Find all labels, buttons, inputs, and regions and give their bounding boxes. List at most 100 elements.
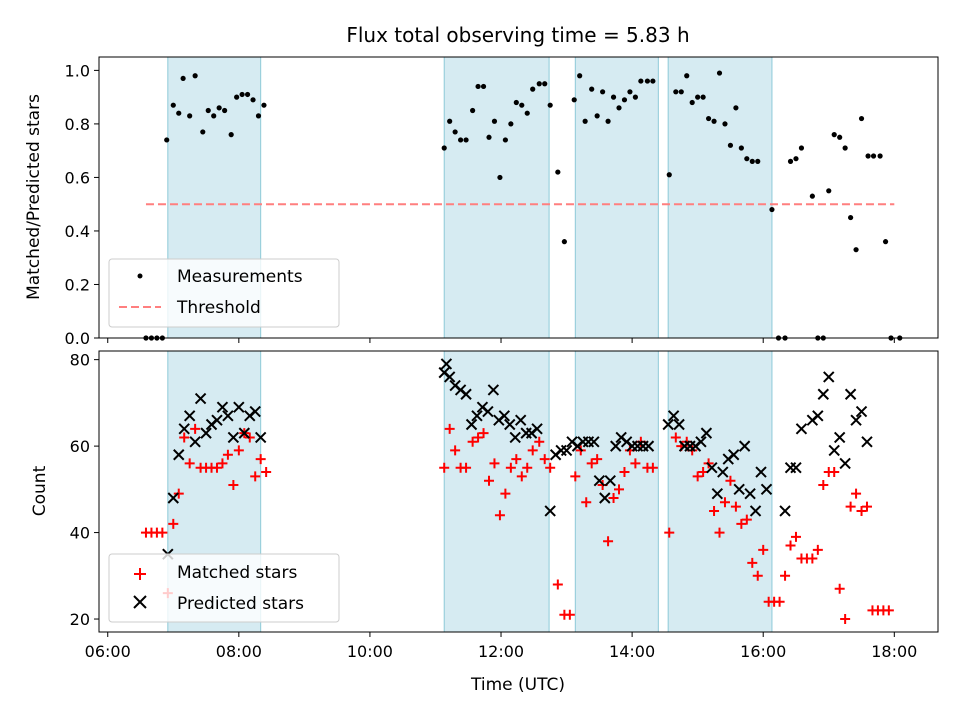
predicted-star-point: [509, 431, 521, 444]
legend-marker-matched-stars: [134, 568, 146, 580]
matched-star-point: [261, 467, 272, 478]
matched-star-point: [840, 614, 851, 625]
legend-label-matched-stars: Matched stars: [177, 563, 297, 583]
measurement-point: [216, 105, 222, 111]
measurement-point: [769, 206, 775, 213]
matched-star-point: [714, 527, 725, 538]
matched-star-point: [494, 510, 505, 521]
measurement-point: [519, 102, 525, 108]
shaded-interval: [443, 56, 550, 339]
measurement-point: [244, 91, 251, 98]
measurement-point: [261, 102, 267, 108]
matched-star-point: [581, 497, 592, 508]
top-panel-legend: Measurements Threshold: [108, 258, 340, 328]
x-tick-label: 18:00: [871, 642, 917, 661]
top-panel-data: [143, 70, 903, 341]
top-panel-y-axis: 0.0 0.2 0.4 0.6 0.8 1.0: [65, 61, 99, 348]
measurement-point: [605, 118, 611, 124]
predicted-star-point: [700, 427, 713, 439]
matched-star-point: [534, 436, 545, 447]
measurement-point: [486, 134, 492, 140]
matched-star-point: [856, 505, 867, 516]
measurement-point: [502, 137, 508, 143]
predicted-star-point: [471, 410, 483, 422]
predicted-star-point: [733, 483, 745, 496]
measurement-point: [192, 73, 198, 79]
measurement-point: [858, 115, 865, 122]
matched-star-point: [461, 462, 472, 473]
predicted-star-point: [200, 427, 212, 439]
matched-star-point: [719, 497, 730, 508]
measurement-point: [589, 86, 595, 92]
predicted-star-point: [662, 418, 674, 431]
matched-star-point: [505, 462, 516, 473]
predicted-star-point: [194, 392, 207, 405]
matched-star-point: [516, 471, 527, 482]
predicted-star-point: [249, 405, 261, 418]
matched-star-point: [179, 432, 190, 443]
matched-star-point: [603, 536, 614, 547]
measurement-point: [239, 91, 245, 98]
measurement-point: [187, 113, 193, 119]
measurement-point: [638, 78, 644, 84]
measurement-point: [848, 214, 854, 221]
matched-star-point: [489, 458, 500, 469]
measurement-point: [644, 78, 651, 84]
measurement-point: [463, 137, 469, 143]
matched-star-point: [586, 458, 597, 469]
top-panel-x-ticks: [107, 338, 895, 343]
measurement-point: [491, 118, 498, 124]
measurement-point: [205, 107, 211, 114]
shaded-interval: [574, 56, 659, 339]
chart-title: Flux total observing time = 5.83 h: [346, 23, 689, 47]
y-tick-label: 0.8: [65, 115, 90, 134]
matched-star-point: [467, 436, 478, 447]
top-panel-shaded-intervals: [167, 56, 773, 339]
measurement-point: [755, 158, 761, 164]
y-tick-label: 20: [70, 610, 90, 629]
shaded-interval: [574, 350, 659, 633]
y-tick-label: 0.4: [65, 222, 90, 241]
predicted-star-point: [755, 466, 767, 478]
measurement-point: [684, 73, 690, 79]
legend-box: [108, 553, 340, 623]
matched-star-point: [774, 596, 785, 607]
matched-star-point: [592, 454, 603, 465]
matched-star-point: [539, 454, 550, 465]
matched-star-point: [608, 492, 619, 503]
matched-star-point: [184, 458, 195, 469]
x-tick-label: 10:00: [347, 642, 393, 661]
measurement-point: [480, 83, 487, 90]
measurement-point: [787, 158, 794, 164]
legend-marker-measurements: [137, 273, 143, 279]
predicted-star-point: [531, 423, 543, 435]
measurement-point: [689, 99, 695, 106]
shaded-interval: [667, 56, 773, 339]
matched-star-point: [709, 505, 720, 516]
top-panel-frame: [98, 56, 939, 339]
legend-label-measurements: Measurements: [177, 267, 303, 287]
measurement-point: [842, 145, 848, 151]
measurement-point: [826, 188, 832, 194]
measurement-point: [650, 78, 656, 84]
matched-star-point: [522, 462, 533, 473]
matched-star-point: [692, 471, 703, 482]
bottom-panel-ylabel: Count: [30, 465, 50, 516]
top-panel-ylabel: Matched/Predicted stars: [24, 94, 44, 300]
matched-star-point: [564, 609, 575, 620]
legend-marker-predicted-stars: [133, 595, 147, 609]
measurement-point: [508, 121, 514, 127]
measurement-point: [798, 145, 805, 151]
matched-star-point: [478, 428, 489, 439]
matched-star-point: [780, 570, 791, 581]
measurement-point: [870, 153, 877, 159]
measurement-point: [170, 102, 176, 108]
predicted-star-point: [823, 371, 835, 383]
predicted-star-point: [744, 487, 756, 500]
measurement-point: [458, 137, 464, 143]
measurement-point: [452, 129, 458, 135]
y-tick-label: 0.6: [65, 168, 90, 187]
measurement-point: [749, 158, 755, 164]
measurement-point: [180, 75, 186, 82]
measurement-point: [621, 97, 628, 103]
